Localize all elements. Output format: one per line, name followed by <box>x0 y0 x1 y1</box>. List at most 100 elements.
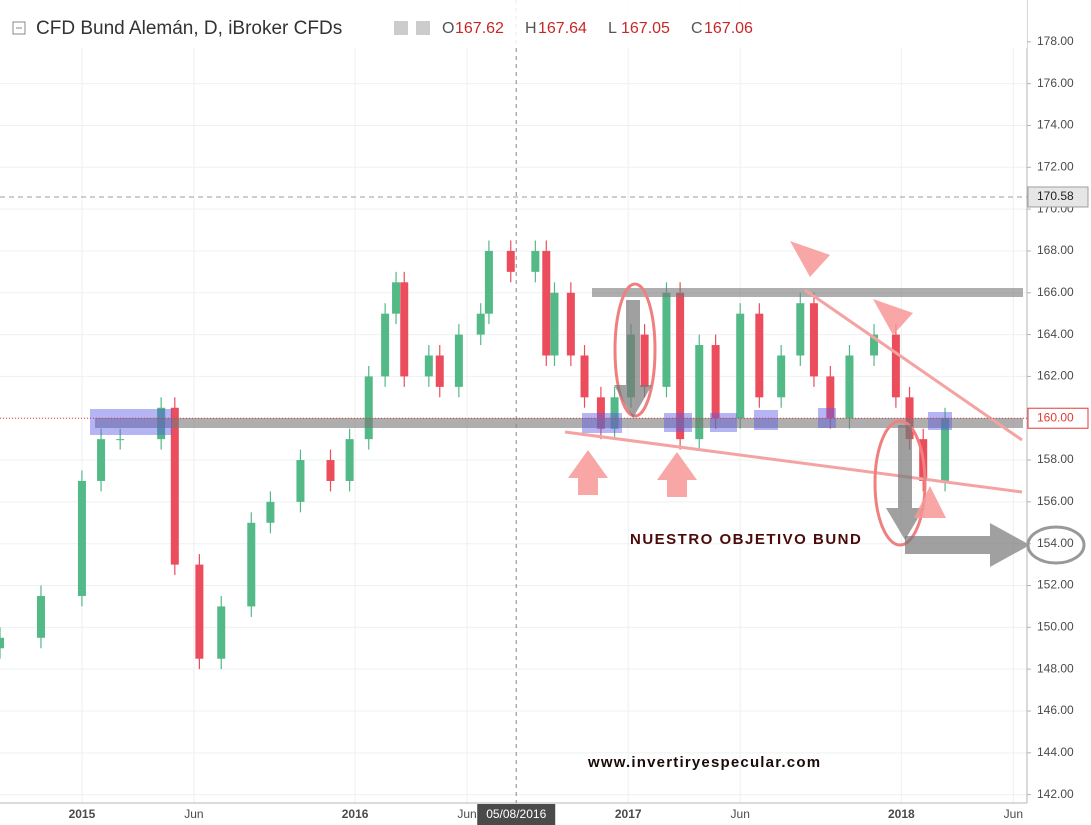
candle-body <box>364 376 373 440</box>
candle-body <box>891 334 900 398</box>
candle-body <box>542 250 551 356</box>
x-tick-label: 2017 <box>615 807 642 821</box>
candle-body <box>796 303 805 356</box>
down-arrow <box>790 241 830 277</box>
y-tick-label: 178.00 <box>1037 34 1074 48</box>
candle-body <box>400 282 409 377</box>
y-tick-label: 152.00 <box>1037 578 1074 592</box>
candle-body <box>116 439 125 441</box>
candle-body <box>640 334 649 387</box>
y-tick-label: 172.00 <box>1037 159 1074 173</box>
support-box <box>928 412 952 430</box>
y-tick-label: 174.00 <box>1037 118 1074 132</box>
highlight-ellipse <box>613 282 657 418</box>
y-tick-label: 176.00 <box>1037 76 1074 90</box>
y-tick-label: 142.00 <box>1037 787 1074 801</box>
y-tick-label: 146.00 <box>1037 703 1074 717</box>
quote-name: C <box>691 20 703 37</box>
price-label-bg <box>1027 407 1089 429</box>
y-tick-label: 148.00 <box>1037 661 1074 675</box>
quote-value: 167.64 <box>538 20 587 37</box>
candle-body <box>826 376 835 419</box>
up-arrow <box>657 452 697 497</box>
candle-body <box>476 313 485 335</box>
candle-body <box>662 292 671 387</box>
quote-name: L <box>608 20 617 37</box>
y-tick-label: 144.00 <box>1037 745 1074 759</box>
x-tick-label: 2015 <box>69 807 96 821</box>
candle-body <box>845 355 854 419</box>
support-box <box>710 413 737 432</box>
x-tick-label: Jun <box>1004 807 1023 821</box>
candle-body <box>195 564 204 659</box>
chart-title: CFD Bund Alemán, D, iBroker CFDs <box>36 18 342 39</box>
candle-body <box>97 439 106 481</box>
x-tick-label: 2016 <box>342 807 369 821</box>
candle-body <box>809 303 818 377</box>
up-arrow <box>914 486 946 518</box>
trend-line <box>564 430 1023 494</box>
y-tick-label: 164.00 <box>1037 327 1074 341</box>
quote-name: H <box>525 20 537 37</box>
support-box <box>582 413 622 433</box>
crosshair-label: 05/08/2016 <box>486 807 546 821</box>
candle-body <box>596 397 605 429</box>
candle-body <box>550 292 559 356</box>
x-tick-label: Jun <box>731 807 750 821</box>
candle-body <box>392 282 401 314</box>
y-tick-label: 150.00 <box>1037 620 1074 634</box>
trend-line <box>804 288 1023 442</box>
header-bg <box>0 0 1027 48</box>
grid <box>0 0 1027 803</box>
candle-body <box>424 355 433 377</box>
y-tick-label: 158.00 <box>1037 452 1074 466</box>
candle-body <box>870 334 879 356</box>
candle-body <box>506 250 515 272</box>
y-tick-label: 166.00 <box>1037 285 1074 299</box>
quote: O 167.62 H 167.64 L 167.05 C 167.06 <box>394 20 753 37</box>
candle-body <box>484 250 493 314</box>
down-arrow <box>873 299 913 335</box>
y-tick-label: 168.00 <box>1037 243 1074 257</box>
candle-body <box>345 439 354 481</box>
candle-body <box>381 313 390 377</box>
candle-body <box>0 637 4 649</box>
candle-body <box>566 292 575 356</box>
x-tick-label: 2018 <box>888 807 915 821</box>
support-box <box>90 409 172 435</box>
candle-body <box>610 397 619 429</box>
price-label-bg <box>1027 186 1089 208</box>
y-tick-label: 154.00 <box>1037 536 1074 550</box>
y-tick-label: 162.00 <box>1037 369 1074 383</box>
candle-body <box>217 606 226 659</box>
support-box <box>664 413 692 432</box>
highlight-ellipse <box>873 419 927 547</box>
candle-body <box>777 355 786 398</box>
y-tick-label: 156.00 <box>1037 494 1074 508</box>
candle-body <box>296 460 305 502</box>
quote-name: O <box>442 20 454 37</box>
right-arrow <box>905 523 1030 567</box>
candle-body <box>170 407 179 565</box>
candle-body <box>676 292 685 440</box>
settings-icon <box>416 21 430 35</box>
candle-body <box>531 250 540 272</box>
up-arrow <box>568 450 608 495</box>
candle-body <box>711 345 720 419</box>
collapse-icon <box>12 21 26 35</box>
down-arrow <box>614 300 652 418</box>
candle-body <box>36 595 45 638</box>
candle-body <box>435 355 444 387</box>
candle-body <box>736 313 745 419</box>
candle-body <box>941 418 950 481</box>
price-label: 160.00 <box>1037 410 1074 424</box>
candle-body <box>755 313 764 398</box>
down-arrow <box>886 425 924 540</box>
candle-body <box>695 345 704 440</box>
x-tick-label: Jun <box>184 807 203 821</box>
target-ellipse <box>1026 525 1086 565</box>
drawings <box>90 241 1030 567</box>
quote-value: 167.06 <box>704 20 753 37</box>
